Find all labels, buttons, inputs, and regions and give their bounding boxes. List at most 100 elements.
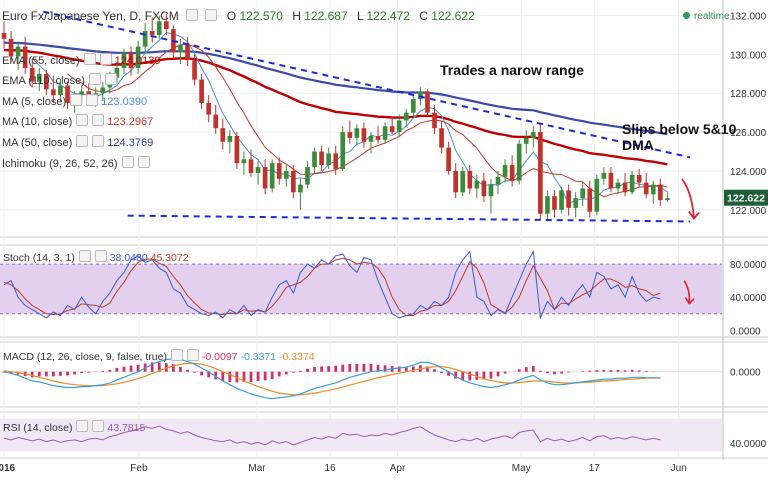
candle-body — [291, 170, 296, 193]
candle-body — [51, 89, 56, 96]
realtime-label: realtime — [694, 11, 730, 22]
settings-icon[interactable] — [76, 420, 89, 432]
settings-icon[interactable] — [70, 94, 83, 106]
settings-icon[interactable] — [78, 250, 91, 262]
stoch-y-tick-label: 80.0000 — [730, 260, 767, 271]
legend-ichimoku-label: Ichimoku (9, 26, 52, 26) — [2, 158, 118, 170]
annotation-slips-line2: DMA — [622, 137, 654, 153]
x-tick-label: 2016 — [0, 463, 16, 474]
candle-body — [488, 184, 494, 197]
candle-body — [403, 112, 409, 121]
rsi-legend[interactable]: RSI (14, close) 43.7815 — [3, 420, 145, 434]
candle-body — [340, 132, 346, 170]
candle-body — [100, 87, 106, 94]
x-tick-label: Feb — [130, 463, 148, 474]
candle-body — [227, 135, 233, 142]
settings-icon[interactable] — [88, 73, 101, 85]
candle-body — [361, 128, 367, 142]
settings-icon[interactable] — [186, 9, 199, 21]
candle-body — [418, 91, 423, 100]
symbol-header: Euro Fx/Japanese Yen, D, FXCM O 122.570 … — [2, 9, 475, 23]
high-value: 122.687 — [304, 9, 348, 23]
candle-body — [29, 67, 35, 82]
candle-body — [432, 112, 437, 129]
candle-body — [22, 46, 28, 68]
visibility-icon[interactable] — [137, 156, 150, 168]
legend-ma5[interactable]: MA (5, close) 123.0390 — [2, 94, 147, 108]
candle-body — [121, 52, 127, 68]
candle-body — [446, 147, 451, 171]
x-tick-label: Mar — [248, 463, 266, 474]
candle-body — [354, 128, 360, 138]
stoch-band — [0, 264, 722, 314]
annotation-range: Trades a narow range — [440, 62, 584, 78]
upper-trendline — [43, 10, 691, 159]
candle-body — [178, 44, 183, 53]
candle-body — [608, 172, 614, 189]
settings-icon[interactable] — [76, 135, 89, 147]
candle-body — [516, 143, 522, 181]
candle-body — [375, 135, 381, 140]
candle-body — [622, 182, 628, 193]
candle-body — [396, 120, 402, 133]
candle-body — [326, 153, 331, 166]
candle-body — [142, 31, 148, 47]
rsi-line — [3, 425, 661, 446]
close-label: C — [419, 9, 428, 23]
x-tick-label: 16 — [325, 463, 337, 474]
macd-y-tick-label: 0.0000 — [730, 368, 761, 379]
ema55-line — [3, 48, 668, 166]
candle-body — [149, 31, 155, 35]
visibility-icon[interactable] — [86, 94, 99, 106]
y-tick-label: 122.000 — [730, 206, 767, 217]
settings-icon[interactable] — [83, 53, 96, 65]
settings-icon[interactable] — [170, 349, 183, 361]
legend-ma50-label: MA (50, close) — [2, 137, 73, 149]
candle-body — [382, 126, 388, 140]
candle-body — [305, 167, 310, 185]
visibility-icon[interactable] — [92, 135, 105, 147]
candle-body — [594, 178, 600, 212]
candle-body — [135, 46, 141, 68]
ma10-line — [67, 43, 668, 198]
legend-ichimoku[interactable]: Ichimoku (9, 26, 52, 26) — [2, 156, 150, 170]
y-tick-label: 128.000 — [730, 89, 767, 100]
rsi-y-tick-label: 40.0000 — [730, 439, 767, 450]
last-price-label: 122.622 — [727, 193, 765, 205]
legend-ema110[interactable]: EMA (110, close) — [2, 73, 117, 87]
candle-body — [538, 132, 543, 214]
macd-line-value: -0.3371 — [240, 351, 277, 363]
settings-icon[interactable] — [76, 114, 89, 126]
stoch-legend[interactable]: Stoch (14, 3, 1) 38.0480 45.3072 — [3, 250, 189, 264]
visibility-icon[interactable] — [92, 114, 105, 126]
candle-body — [650, 184, 656, 195]
visibility-icon[interactable] — [205, 9, 218, 21]
candle-body — [601, 172, 607, 179]
y-tick-label: 130.000 — [730, 50, 767, 61]
stoch-title: Stoch (14, 3, 1) — [3, 252, 75, 264]
candle-body — [15, 46, 21, 57]
candle-body — [262, 167, 268, 189]
candle-body — [474, 180, 480, 189]
candle-body — [495, 176, 501, 185]
visibility-icon[interactable] — [94, 250, 107, 262]
legend-ma10[interactable]: MA (10, close) 123.2967 — [2, 114, 153, 128]
candle-body — [481, 180, 487, 197]
candle-body — [368, 135, 374, 142]
rsi-band — [0, 418, 722, 452]
macd-legend[interactable]: MACD (12, 26, close, 9, false, true) -0.… — [3, 349, 315, 363]
visibility-icon[interactable] — [92, 420, 105, 432]
visibility-icon[interactable] — [99, 53, 112, 65]
candle-body — [241, 159, 247, 164]
candle-body — [185, 44, 190, 61]
legend-ma50[interactable]: MA (50, close) 124.3769 — [2, 135, 153, 149]
candle-body — [523, 137, 529, 144]
visibility-icon[interactable] — [186, 349, 199, 361]
candle-body — [566, 190, 571, 208]
legend-ema55[interactable]: EMA (55, close) 124.0139 — [2, 53, 161, 67]
candle-body — [163, 21, 169, 30]
visibility-icon[interactable] — [104, 73, 117, 85]
settings-icon[interactable] — [121, 156, 134, 168]
down-arrow-icon — [681, 178, 695, 218]
